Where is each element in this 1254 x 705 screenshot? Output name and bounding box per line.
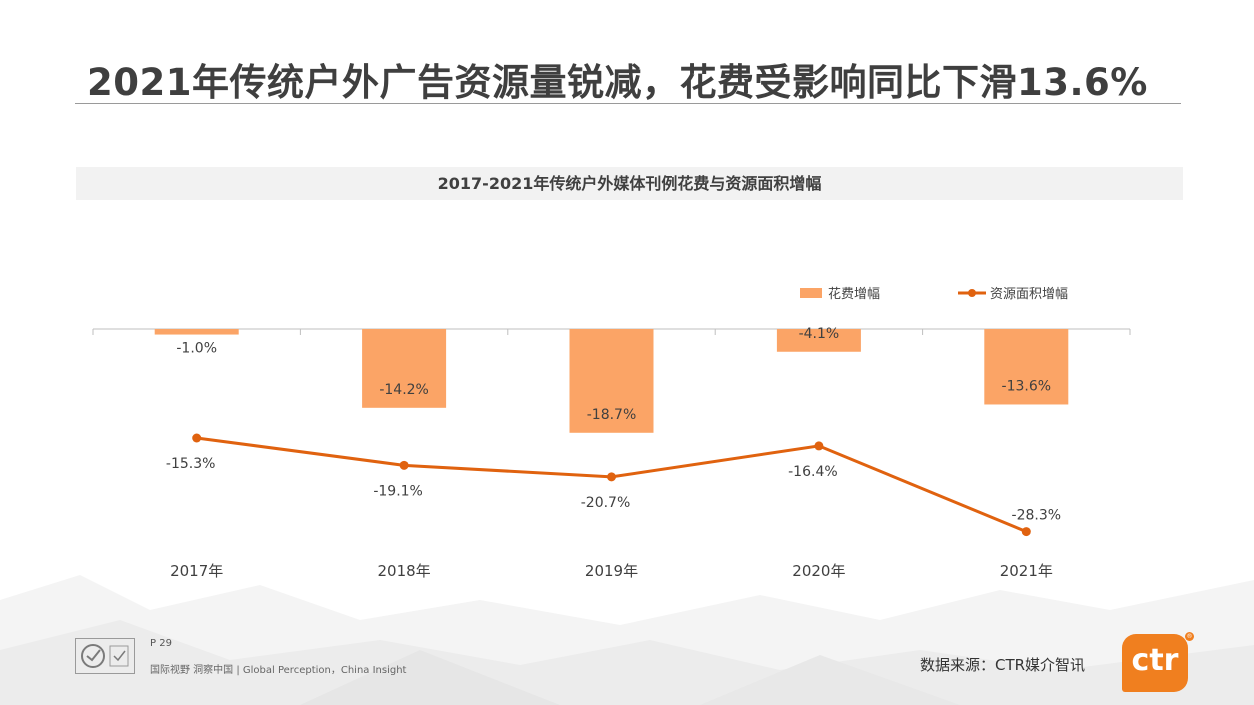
- bar-label: -18.7%: [587, 407, 637, 423]
- chart-title: 2017-2021年传统户外媒体刊例花费与资源面积增幅: [76, 167, 1183, 200]
- line-label: -19.1%: [373, 483, 423, 499]
- title-divider: [75, 103, 1181, 104]
- bar-label: -13.6%: [1002, 378, 1052, 394]
- bar-label: -14.2%: [379, 382, 429, 398]
- data-source: 数据来源：CTR媒介智讯: [920, 656, 1086, 674]
- footer-tagline: 国际视野 洞察中国 | Global Perception，China Insi…: [150, 665, 407, 676]
- line-point-2019年: [607, 472, 616, 482]
- certification-logo: [75, 638, 135, 674]
- legend-bar-label: 花费增幅: [828, 286, 880, 302]
- line-label: -15.3%: [166, 456, 216, 472]
- bar-2021年: [984, 329, 1069, 405]
- bar-label: -4.1%: [799, 326, 840, 342]
- line-point-2021年: [1021, 527, 1031, 537]
- line-point-2018年: [399, 460, 409, 470]
- legend-line-label: 资源面积增幅: [990, 287, 1068, 302]
- line-series-resource-area: [196, 436, 1027, 533]
- bar-2018年: [362, 329, 447, 408]
- page-title: 2021年传统户外广告资源量锐减，花费受影响同比下滑13.6%: [87, 61, 1148, 104]
- ctr-logo: ctr: [1122, 634, 1188, 692]
- registered-mark-icon: ®: [1185, 632, 1194, 641]
- x-tick-label: 2018年: [378, 562, 431, 580]
- line-point-2017年: [192, 433, 202, 443]
- line-point-2020年: [814, 441, 824, 451]
- line-label: -16.4%: [788, 464, 838, 480]
- bar-label: -1.0%: [176, 341, 217, 357]
- legend-bar-swatch: [800, 288, 822, 298]
- x-tick-label: 2017年: [170, 562, 223, 580]
- x-tick-label: 2021年: [1000, 562, 1053, 580]
- x-tick-label: 2019年: [585, 562, 638, 580]
- line-label: -28.3%: [1012, 508, 1062, 524]
- line-label: -20.7%: [581, 495, 631, 511]
- bar-2019年: [569, 329, 654, 433]
- legend-line-marker: [968, 289, 976, 297]
- bar-2020年: [776, 329, 861, 352]
- page-number: P 29: [150, 638, 172, 649]
- x-tick-label: 2020年: [792, 562, 845, 580]
- bar-2017年: [154, 329, 239, 335]
